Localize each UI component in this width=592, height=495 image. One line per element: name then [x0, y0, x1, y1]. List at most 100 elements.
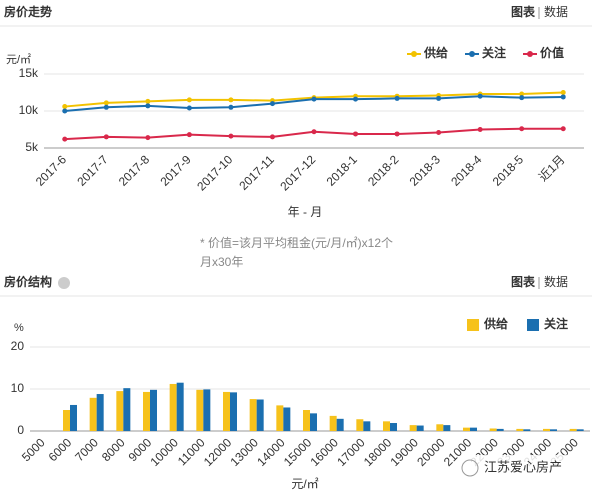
bar	[523, 429, 531, 431]
bar	[550, 429, 557, 431]
point	[145, 98, 151, 104]
bar	[303, 410, 310, 431]
legend-swatch	[411, 51, 417, 57]
bar	[63, 410, 70, 431]
point	[269, 101, 275, 107]
section-title: 房价走势	[4, 4, 52, 19]
legend-label: 价值	[540, 45, 564, 60]
tab[interactable]: 图表	[511, 274, 536, 289]
bar	[70, 404, 77, 431]
bar	[496, 428, 504, 431]
bar	[363, 421, 371, 431]
bar	[230, 392, 237, 431]
x-tick-label: 18000	[361, 435, 395, 469]
section-title: 房价结构	[4, 274, 52, 289]
y-tick-label: 20	[11, 339, 25, 353]
bar	[89, 397, 97, 431]
point	[62, 108, 68, 114]
legend-label: 供给	[423, 45, 448, 60]
bar	[249, 399, 257, 431]
point	[353, 96, 359, 102]
x-tick-label: 14000	[254, 435, 288, 469]
watermark: 江苏爱心房产	[484, 459, 562, 474]
x-tick-label: 19000	[388, 435, 422, 469]
bar	[283, 407, 291, 431]
legend-swatch	[467, 319, 479, 331]
point	[353, 131, 359, 137]
x-tick-label: 2018-3	[407, 152, 444, 189]
point	[186, 132, 192, 138]
x-tick-label: 12000	[201, 435, 235, 469]
y-tick-label: 10	[11, 381, 25, 395]
x-tick-label: 近1月	[536, 152, 568, 184]
point	[103, 134, 109, 140]
bar	[329, 415, 337, 431]
x-tick-label: 2017-11	[236, 152, 277, 193]
legend-label: 关注	[544, 316, 568, 331]
watermark-icon	[461, 459, 479, 477]
x-tick-label: 13000	[228, 435, 262, 469]
tab[interactable]: 数据	[544, 4, 568, 19]
x-axis-title: 年 - 月	[288, 205, 323, 219]
y-tick-label: 0	[17, 423, 24, 437]
x-tick-label: 2017-10	[194, 152, 235, 193]
point	[311, 129, 317, 135]
y-tick-label: 10k	[19, 103, 39, 117]
point	[62, 136, 68, 142]
x-tick-label: 2018-2	[365, 152, 402, 189]
legend-label: 供给	[483, 316, 508, 331]
point	[103, 100, 109, 106]
bar	[143, 391, 150, 431]
point	[560, 90, 566, 95]
x-tick-label: 2017-9	[157, 152, 194, 189]
legend-swatch	[527, 319, 539, 331]
bar	[543, 428, 550, 431]
bar	[356, 419, 364, 431]
bar	[443, 425, 451, 431]
point	[311, 96, 317, 102]
point	[228, 104, 234, 110]
bar	[416, 425, 424, 431]
point	[228, 97, 234, 103]
x-tick-label: 11000	[175, 435, 208, 468]
bar	[196, 389, 204, 431]
point	[560, 94, 566, 100]
bar	[256, 399, 264, 431]
x-tick-label: 5000	[19, 435, 48, 464]
tab[interactable]: 图表	[511, 4, 536, 19]
bar	[463, 427, 470, 431]
y-axis-title: 元/㎡	[6, 53, 31, 66]
point	[477, 93, 483, 99]
point	[560, 126, 566, 132]
note-box: * 价值=该月平均租金(元/月/㎡)x12个月x30年	[200, 236, 393, 269]
bar	[390, 423, 397, 431]
x-tick-label: 2018-1	[324, 152, 361, 189]
help-icon	[58, 277, 70, 289]
point	[436, 95, 442, 101]
point	[519, 95, 525, 101]
x-tick-label: 16000	[308, 435, 342, 469]
point	[519, 126, 525, 132]
point	[62, 104, 68, 110]
bar	[569, 428, 577, 431]
x-tick-label: 2018-4	[448, 152, 485, 189]
legend-label: 关注	[482, 45, 506, 60]
legend-swatch	[527, 51, 533, 57]
bar	[276, 405, 284, 431]
x-tick-label: 2018-5	[490, 152, 527, 189]
tab[interactable]: 数据	[544, 274, 568, 289]
y-tick-label: 5k	[25, 140, 39, 154]
point	[145, 103, 151, 109]
bar	[576, 429, 584, 431]
bar	[123, 388, 131, 431]
point	[477, 127, 483, 132]
legend-swatch	[469, 51, 475, 57]
y-tick-label: 15k	[19, 66, 39, 80]
bar	[223, 391, 230, 431]
bar	[150, 389, 157, 431]
bar	[203, 389, 211, 431]
point	[186, 105, 192, 111]
x-tick-label: 17000	[334, 435, 368, 469]
point	[394, 131, 400, 137]
